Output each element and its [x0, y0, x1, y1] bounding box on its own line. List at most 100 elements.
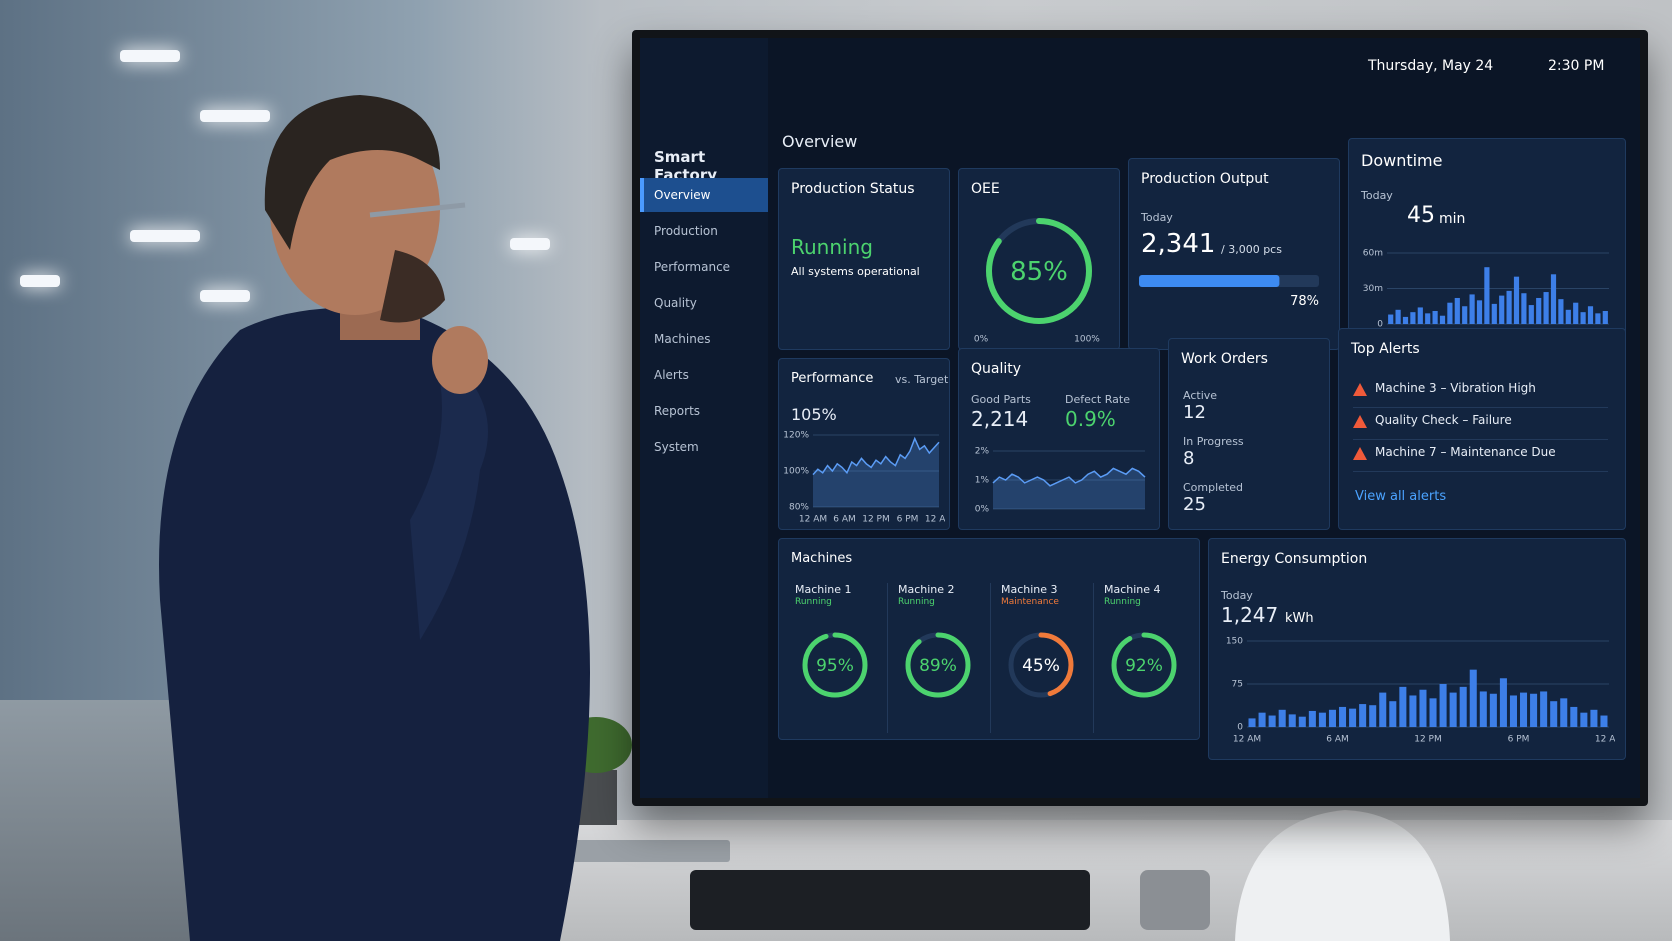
bar: [1580, 712, 1588, 727]
nav-item[interactable]: Quality: [654, 296, 697, 310]
machine-status: Maintenance: [1001, 597, 1059, 607]
person-arm: [410, 380, 488, 640]
downtime-value: 45: [1407, 203, 1435, 228]
production-status-card: Production Status Running All systems op…: [778, 168, 950, 350]
oee-gauge: 85% 0% 100%: [974, 218, 1100, 345]
card-title: Production Status: [791, 181, 915, 197]
bar: [1410, 312, 1416, 324]
nav-item[interactable]: Alerts: [654, 368, 689, 382]
x-tick-label: 6 PM: [1508, 735, 1530, 745]
nav-item[interactable]: Performance: [654, 260, 731, 274]
ceiling-light: [200, 110, 270, 122]
machine: Machine 3 Maintenance 45%: [995, 583, 1094, 733]
machine-status: Running: [898, 597, 935, 607]
bar: [1439, 684, 1447, 727]
bar: [1513, 276, 1520, 324]
metal-part: [1140, 870, 1210, 930]
alert-row[interactable]: Machine 7 – Maintenance Due: [1353, 445, 1608, 472]
bar: [1573, 302, 1579, 324]
y-tick-label: 0: [1377, 320, 1383, 330]
bar: [1560, 698, 1568, 727]
bar: [1447, 302, 1453, 324]
oee-card: OEE 85% 0% 100%: [958, 168, 1120, 350]
bar: [1369, 705, 1377, 727]
view-all-link[interactable]: View all alerts: [1355, 489, 1447, 504]
date: Thursday, May 24: [1368, 58, 1494, 74]
bar: [1595, 313, 1601, 324]
nav-item[interactable]: System: [654, 440, 699, 454]
bar: [1395, 309, 1401, 324]
quality-chart: 0% 1% 2%: [975, 447, 1146, 515]
nav-item[interactable]: Overview: [640, 178, 768, 212]
bar: [1550, 274, 1557, 324]
time: 2:30 PM: [1548, 58, 1605, 74]
y-tick-label: 0: [1237, 723, 1243, 733]
gauge-arc: [1008, 632, 1074, 698]
progress: 78%: [1139, 275, 1319, 309]
bar: [1449, 692, 1457, 727]
warning-icon: [1353, 383, 1367, 396]
status: Running: [791, 235, 873, 259]
card-title: Downtime: [1361, 151, 1443, 170]
gauge-arc: [986, 218, 1092, 324]
card-title: OEE: [971, 181, 1000, 197]
gauge-label: 92%: [1125, 656, 1163, 676]
bar: [1479, 691, 1487, 727]
bar: [1590, 709, 1598, 727]
ceiling-light: [20, 275, 60, 287]
machine: Machine 2 Running 89%: [892, 583, 991, 733]
bar: [1328, 709, 1336, 727]
bar: [1409, 695, 1417, 727]
bar: [1278, 709, 1286, 727]
machine-name: Machine 1: [795, 583, 852, 596]
sidebar: Smart Factory Overview Production Performa…: [640, 38, 768, 798]
bar: [1491, 303, 1497, 324]
bar: [1268, 715, 1276, 727]
x-tick-label: 6 AM: [1326, 735, 1349, 745]
x-tick-label: 12 AM: [925, 515, 945, 525]
bar: [1587, 306, 1594, 324]
progress-bar: [1139, 275, 1280, 287]
period: Today: [1141, 211, 1173, 224]
ceiling-light: [510, 238, 550, 250]
person-beard: [380, 250, 445, 323]
downtime-unit: min: [1439, 211, 1466, 227]
alert-row[interactable]: Machine 3 – Vibration High: [1353, 381, 1608, 408]
downtime-card: Downtime Today 45 min 030m60m12 AM6 AM12…: [1348, 138, 1626, 350]
order-value: 25: [1183, 494, 1206, 515]
card-title: Performance: [791, 371, 874, 386]
gauge-label: 45%: [1022, 656, 1060, 676]
bar: [1419, 689, 1427, 727]
bar: [1558, 299, 1564, 324]
bar: [1570, 706, 1578, 727]
warning-icon: [1353, 447, 1367, 460]
nav-item[interactable]: Machines: [654, 332, 711, 346]
machine-gauge: 45%: [1008, 632, 1074, 698]
alert-row[interactable]: Quality Check – Failure: [1353, 413, 1608, 440]
quality-card: Quality Good Parts 2,214 Defect Rate 0.9…: [958, 348, 1160, 530]
y-tick-label: 150: [1226, 637, 1243, 647]
gauge-label: 85%: [1010, 257, 1068, 287]
bar: [1499, 295, 1505, 324]
bar: [1349, 708, 1357, 727]
machine: Machine 1 Running 95%: [789, 583, 888, 733]
gauge-label: 89%: [919, 656, 957, 676]
nav-item[interactable]: Production: [654, 224, 718, 238]
gauge-scale-label: 0%: [974, 335, 989, 345]
line: [812, 436, 940, 476]
bar: [1454, 297, 1460, 324]
bar: [1308, 710, 1316, 727]
defect-rate-label: Defect Rate: [1065, 393, 1130, 406]
person-glasses: [369, 202, 466, 218]
energy-card: Energy Consumption Today 1,247 kWh 0 75 15…: [1208, 538, 1626, 760]
performance-chart: 80% 100% 120% 12 AM 6 AM 12 PM 6 PM 12 AM: [783, 431, 945, 525]
order-value: 8: [1183, 448, 1195, 469]
nav-item[interactable]: Reports: [654, 404, 701, 418]
order-label: Completed: [1183, 481, 1243, 494]
ceiling-light: [120, 50, 180, 62]
machine-gauge: 95%: [802, 632, 868, 698]
x-tick-label: 6 AM: [833, 515, 856, 525]
gauge-label: 95%: [816, 656, 854, 676]
x-tick-label: 12 AM: [1233, 735, 1261, 745]
